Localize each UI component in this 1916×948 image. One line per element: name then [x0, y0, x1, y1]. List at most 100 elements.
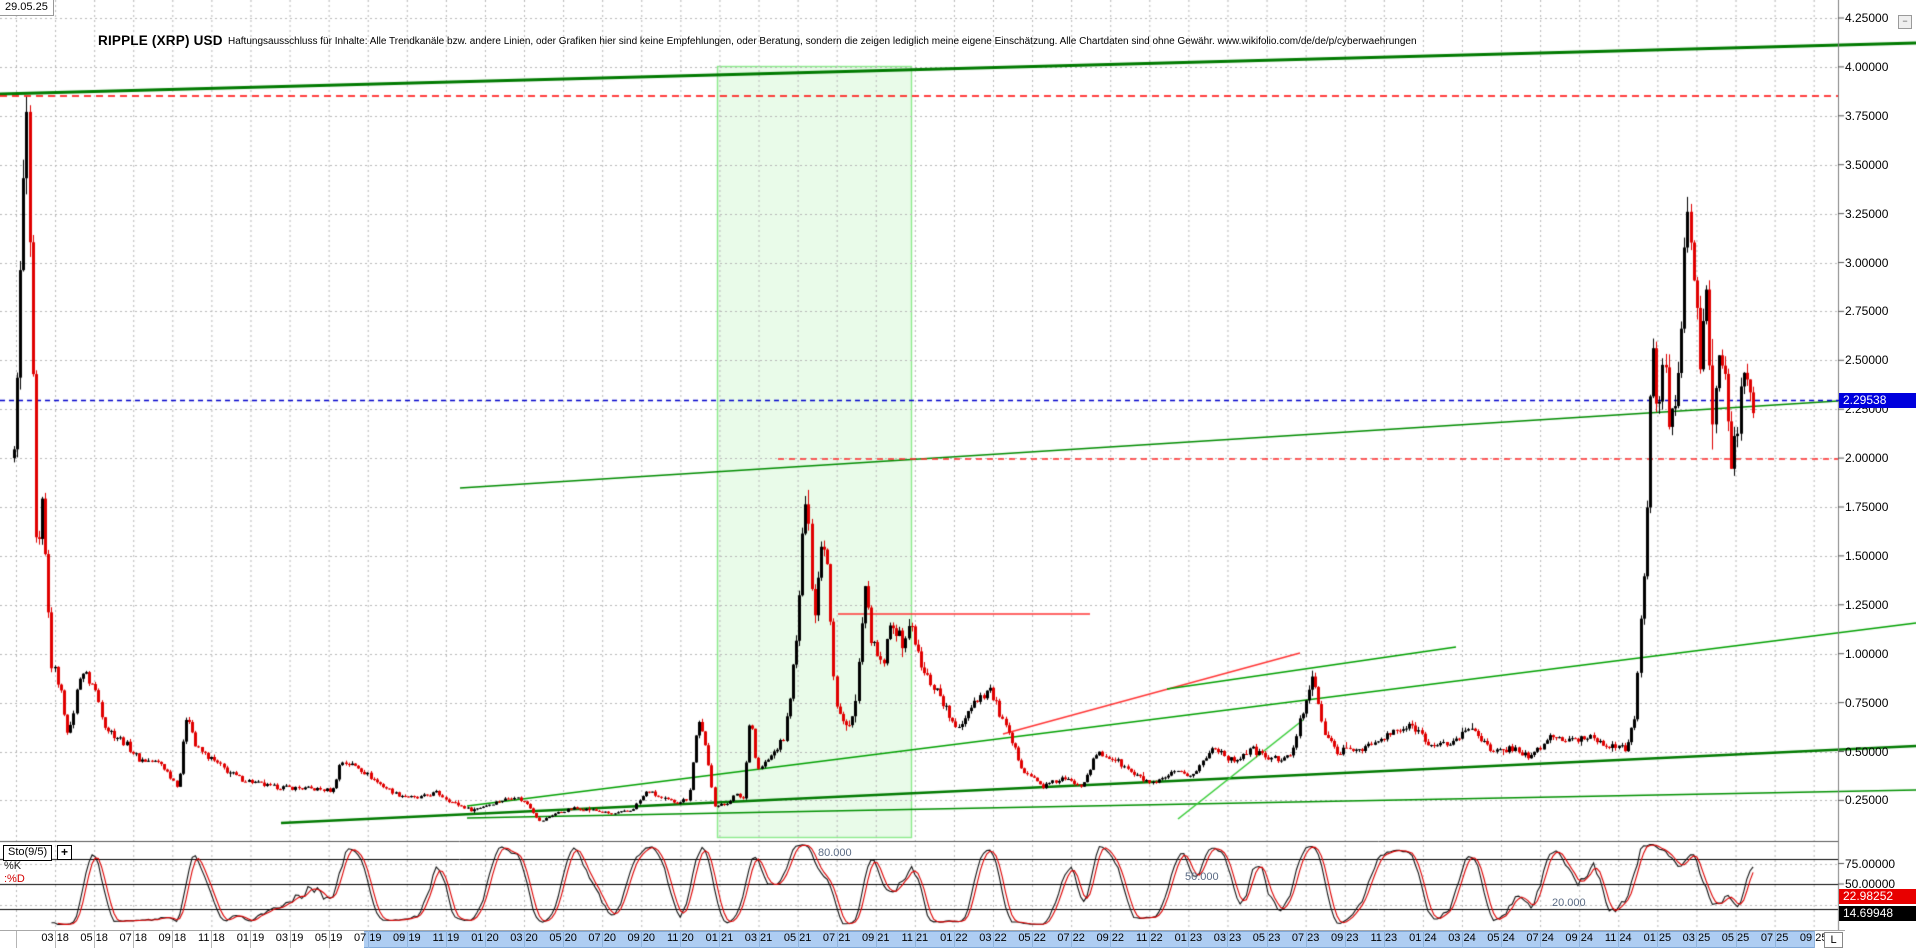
- time-axis[interactable]: 03 18 05 18 07 18 09 18 11 18 01 19 03 19 05 19…: [0, 930, 1845, 948]
- time-axis-label: 11 19: [432, 932, 460, 944]
- time-axis-label: 01 24: [1409, 932, 1437, 944]
- time-axis-separator: [836, 931, 838, 948]
- oscillator-axis-label: 50.00000: [1845, 877, 1896, 891]
- time-axis-label: 07 21: [822, 932, 851, 944]
- time-axis-separator: [680, 931, 682, 948]
- time-axis-separator: [1227, 931, 1229, 948]
- time-axis-label: 01 21: [705, 932, 734, 944]
- time-axis-label: 03 19: [275, 932, 304, 944]
- time-axis-label: 05 22: [1018, 932, 1046, 944]
- time-axis-separator: [1735, 931, 1737, 948]
- time-axis-label: 05 19: [314, 932, 343, 944]
- time-axis-label: 07 23: [1291, 932, 1320, 944]
- time-axis-separator: [289, 931, 291, 948]
- time-axis-label: 03 20: [510, 932, 538, 944]
- time-axis-separator: [172, 931, 174, 948]
- stochastic-level-label: 50.000: [1185, 871, 1219, 883]
- time-axis-separator: [55, 931, 57, 948]
- price-axis-label: 4.00000: [1845, 59, 1889, 74]
- time-axis-label: 03 23: [1213, 932, 1242, 944]
- price-axis-label: 1.50000: [1845, 548, 1889, 563]
- time-axis-label: 09 23: [1330, 932, 1359, 944]
- price-axis-label: 0.50000: [1845, 744, 1889, 759]
- time-axis-label: 01 25: [1643, 932, 1672, 944]
- time-axis-label: 11 23: [1370, 932, 1398, 944]
- price-axis-label: 1.00000: [1845, 646, 1889, 661]
- time-axis-separator: [406, 931, 408, 948]
- add-indicator-icon[interactable]: +: [57, 845, 72, 860]
- price-axis-label: 2.50000: [1845, 353, 1889, 368]
- time-axis-label: 09 18: [158, 932, 187, 944]
- oscillator-axis-label: 75.00000: [1845, 856, 1896, 871]
- time-axis-separator: [1540, 931, 1542, 948]
- price-axis-label: 0.75000: [1845, 695, 1889, 710]
- time-axis-end-cell[interactable]: L: [1824, 932, 1843, 948]
- time-axis-label: 11 18: [198, 932, 225, 944]
- time-axis-separator: [1579, 931, 1581, 948]
- stochastic-d-label: :%D: [4, 873, 25, 885]
- price-axis-label: 1.25000: [1845, 597, 1889, 612]
- price-axis-label: 4.25000: [1845, 11, 1889, 25]
- time-axis-separator: [524, 931, 526, 948]
- indicator-name-button[interactable]: Sto(9/5): [3, 845, 53, 861]
- time-axis-separator: [1305, 931, 1307, 948]
- price-axis-label: 2.00000: [1845, 451, 1889, 466]
- time-axis-label: 09 25: [1799, 932, 1828, 944]
- time-axis-label: 03 22: [979, 932, 1007, 944]
- time-axis-separator: [993, 931, 994, 948]
- time-axis-label: 11 21: [901, 932, 929, 944]
- time-axis-label: 09 21: [861, 932, 890, 944]
- time-axis-separator: [914, 931, 916, 948]
- time-axis-separator: [758, 931, 760, 948]
- time-axis-separator: [367, 931, 369, 948]
- price-axis-label: 3.25000: [1845, 206, 1889, 221]
- time-axis-label: 07 18: [119, 932, 147, 944]
- time-axis-separator: [1461, 931, 1463, 948]
- time-axis-label: 03 18: [41, 932, 69, 944]
- time-axis-label: 11 20: [667, 932, 694, 944]
- chart-date: 29.05.25: [0, 0, 54, 16]
- time-axis-label: 11 22: [1135, 932, 1163, 944]
- time-axis-label: 03 25: [1682, 932, 1711, 944]
- time-axis-separator: [328, 931, 330, 948]
- time-axis-separator: [719, 931, 721, 948]
- price-axis-label: 1.75000: [1845, 500, 1889, 514]
- time-axis-separator: [94, 931, 96, 948]
- time-axis-separator: [563, 931, 565, 948]
- price-axis-label: 3.00000: [1845, 255, 1889, 270]
- time-axis-label: 01 20: [471, 932, 499, 944]
- time-axis-separator: [1110, 931, 1112, 948]
- time-axis-separator: [250, 931, 252, 948]
- time-axis-separator: [1657, 931, 1659, 948]
- time-axis-separator: [1344, 931, 1346, 948]
- time-axis-label: 05 24: [1487, 932, 1515, 944]
- price-axis-label: 2.75000: [1845, 304, 1889, 319]
- time-axis-label: 05 20: [549, 932, 577, 944]
- time-axis-label: 05 25: [1721, 932, 1750, 944]
- time-axis-separator: [641, 931, 643, 948]
- time-axis-separator: [1774, 931, 1776, 948]
- time-axis-separator: [1422, 931, 1424, 948]
- time-axis-label: 05 21: [783, 932, 812, 944]
- time-axis-separator: [1149, 931, 1151, 948]
- time-axis-label: 09 19: [393, 932, 421, 944]
- collapse-icon[interactable]: −: [1898, 15, 1912, 29]
- time-axis-label: 05 23: [1252, 932, 1281, 944]
- time-axis-separator: [1266, 931, 1268, 948]
- time-axis-label: 07 25: [1760, 932, 1789, 944]
- time-axis-separator: [445, 931, 447, 948]
- time-axis-label: 09 20: [627, 932, 656, 944]
- time-axis-label: 11 24: [1604, 932, 1632, 944]
- time-axis-label: 01 22: [940, 932, 968, 944]
- time-axis-label: 09 22: [1096, 932, 1124, 944]
- time-axis-label: 01 23: [1174, 932, 1203, 944]
- time-axis-separator: [1032, 931, 1034, 948]
- time-axis-separator: [1188, 931, 1190, 948]
- time-axis-label: 03 24: [1448, 932, 1476, 944]
- time-axis-label: 09 24: [1565, 932, 1593, 944]
- stochastic-k-value-badge: 14.69948: [1839, 906, 1916, 921]
- time-axis-separator: [484, 931, 486, 948]
- stochastic-k-label: %K: [4, 860, 22, 872]
